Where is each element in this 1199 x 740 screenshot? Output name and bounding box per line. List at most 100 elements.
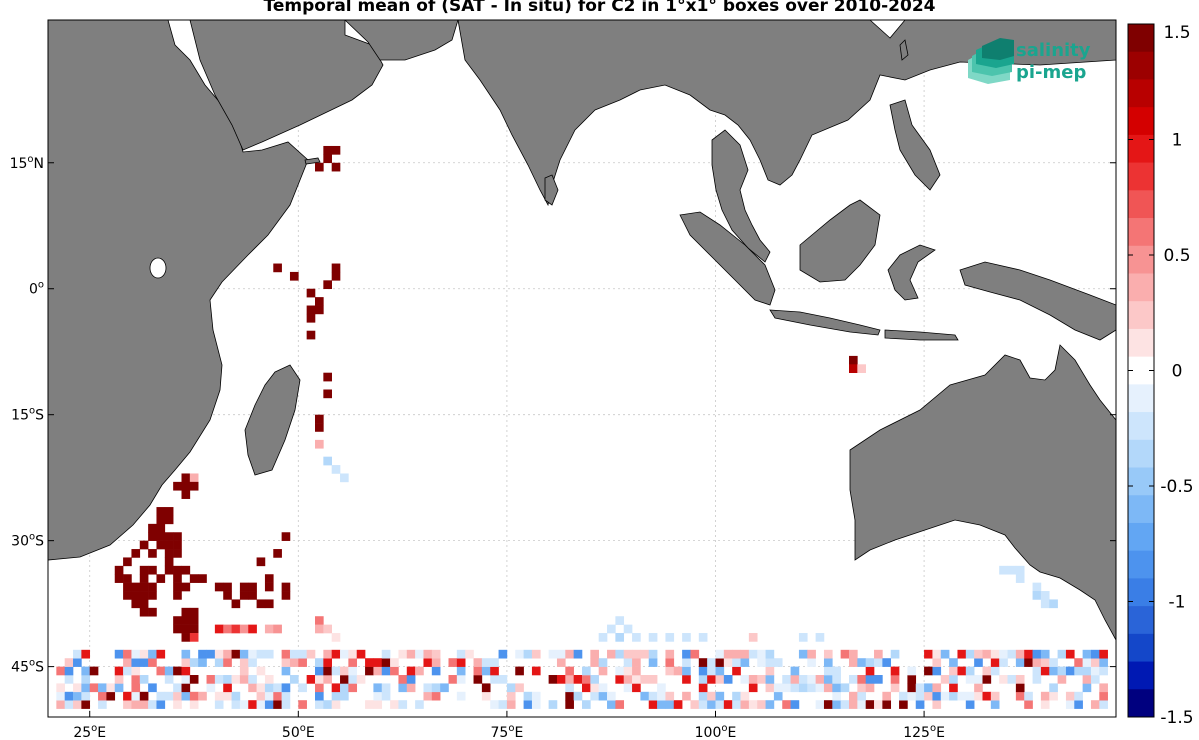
band-cell-324 bbox=[632, 667, 641, 676]
cell-52 bbox=[165, 557, 174, 566]
x-tick-label-2: 75oE bbox=[491, 723, 524, 740]
band-cell-441 bbox=[282, 650, 291, 659]
band-cell-385 bbox=[557, 658, 566, 667]
band-cell-91 bbox=[223, 692, 232, 701]
band-cell-486 bbox=[841, 650, 850, 659]
band-cell-456 bbox=[457, 650, 466, 659]
band-cell-344 bbox=[983, 667, 992, 676]
band-cell-453 bbox=[415, 650, 424, 659]
band-cell-272 bbox=[874, 675, 883, 684]
band-cell-249 bbox=[624, 675, 633, 684]
band-cell-131 bbox=[916, 692, 925, 701]
band-cell-104 bbox=[457, 692, 466, 701]
band-cell-438 bbox=[248, 650, 257, 659]
cell-17 bbox=[323, 389, 332, 398]
band-cell-407 bbox=[874, 658, 883, 667]
cell-102 bbox=[282, 532, 291, 541]
band-cell-321 bbox=[599, 667, 608, 676]
band-cell-366 bbox=[240, 658, 249, 667]
band-cell-44 bbox=[699, 700, 708, 709]
band-cell-403 bbox=[824, 658, 833, 667]
band-cell-459 bbox=[515, 650, 524, 659]
band-cell-450 bbox=[382, 650, 391, 659]
band-cell-186 bbox=[632, 683, 641, 692]
band-cell-202 bbox=[891, 683, 900, 692]
cell-65 bbox=[198, 574, 207, 583]
colorbar-swatch-2 bbox=[1128, 79, 1154, 107]
band-cell-231 bbox=[323, 675, 332, 684]
band-cell-194 bbox=[799, 683, 808, 692]
band-cell-354 bbox=[1099, 667, 1108, 676]
cell-0 bbox=[323, 146, 332, 155]
band-cell-248 bbox=[615, 675, 624, 684]
band-cell-426 bbox=[123, 650, 132, 659]
band-cell-139 bbox=[983, 692, 992, 701]
cell-37 bbox=[148, 524, 157, 533]
band-cell-69 bbox=[1024, 700, 1033, 709]
y-tick-label-3: 30oS bbox=[11, 532, 44, 550]
band-cell-461 bbox=[532, 650, 541, 659]
band-cell-488 bbox=[874, 650, 883, 659]
y-tick-label-0: 15oN bbox=[10, 154, 44, 172]
cell-137 bbox=[699, 633, 708, 642]
band-cell-49 bbox=[741, 700, 750, 709]
band-cell-179 bbox=[507, 683, 516, 692]
band-cell-260 bbox=[757, 675, 766, 684]
band-cell-114 bbox=[640, 692, 649, 701]
band-cell-337 bbox=[891, 667, 900, 676]
cell-120 bbox=[1008, 566, 1017, 575]
band-cell-109 bbox=[565, 692, 574, 701]
band-cell-340 bbox=[932, 667, 941, 676]
band-cell-142 bbox=[1024, 692, 1033, 701]
colorbar-swatch-13 bbox=[1128, 384, 1154, 412]
cell-34 bbox=[165, 507, 174, 516]
band-cell-365 bbox=[223, 658, 232, 667]
x-tick-label-4: 125oE bbox=[903, 723, 945, 740]
cell-54 bbox=[140, 566, 149, 575]
band-cell-132 bbox=[924, 692, 933, 701]
band-cell-395 bbox=[716, 658, 725, 667]
band-cell-471 bbox=[640, 650, 649, 659]
band-cell-19 bbox=[282, 700, 291, 709]
band-cell-362 bbox=[190, 658, 199, 667]
band-cell-501 bbox=[1024, 650, 1033, 659]
cell-57 bbox=[173, 566, 182, 575]
cell-105 bbox=[265, 574, 274, 583]
band-cell-188 bbox=[699, 683, 708, 692]
band-cell-273 bbox=[891, 675, 900, 684]
band-cell-277 bbox=[966, 675, 975, 684]
band-cell-172 bbox=[382, 683, 391, 692]
band-cell-32 bbox=[524, 700, 533, 709]
band-cell-350 bbox=[1066, 667, 1075, 676]
band-cell-46 bbox=[716, 700, 725, 709]
y-tick-label-2: 15oS bbox=[11, 406, 44, 424]
band-cell-481 bbox=[757, 650, 766, 659]
x-tick-label-1: 50oE bbox=[282, 723, 315, 740]
band-cell-502 bbox=[1033, 650, 1042, 659]
band-cell-209 bbox=[1016, 683, 1025, 692]
band-cell-11 bbox=[190, 700, 199, 709]
band-cell-503 bbox=[1041, 650, 1050, 659]
band-cell-312 bbox=[432, 667, 441, 676]
colorbar-swatch-24 bbox=[1128, 689, 1154, 717]
band-cell-327 bbox=[682, 667, 691, 676]
band-cell-76 bbox=[65, 692, 74, 701]
band-cell-117 bbox=[665, 692, 674, 701]
colorbar-swatch-23 bbox=[1128, 662, 1154, 690]
band-cell-307 bbox=[373, 667, 382, 676]
band-cell-45 bbox=[707, 700, 716, 709]
band-cell-352 bbox=[1083, 667, 1092, 676]
cell-116 bbox=[315, 625, 324, 634]
band-cell-212 bbox=[1099, 683, 1108, 692]
band-cell-118 bbox=[682, 692, 691, 701]
band-cell-233 bbox=[348, 675, 357, 684]
cell-25 bbox=[849, 364, 858, 373]
colorbar-label-5: -1 bbox=[1169, 593, 1186, 613]
band-cell-444 bbox=[307, 650, 316, 659]
band-cell-405 bbox=[857, 658, 866, 667]
band-cell-402 bbox=[807, 658, 816, 667]
cell-55 bbox=[148, 566, 157, 575]
band-cell-184 bbox=[599, 683, 608, 692]
cell-7 bbox=[332, 264, 341, 273]
band-cell-122 bbox=[732, 692, 741, 701]
